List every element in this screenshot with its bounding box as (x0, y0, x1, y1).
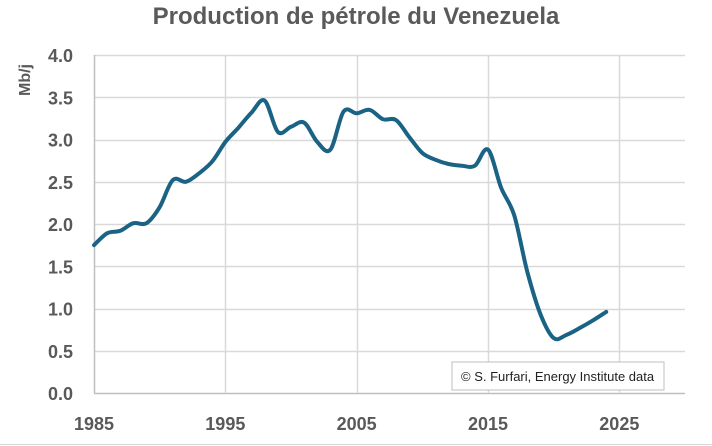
annotation-box (451, 361, 665, 391)
x-tick-label: 2015 (468, 414, 508, 434)
y-tick-label: 0.0 (48, 384, 73, 404)
source-annotation: © S. Furfari, Energy Institute data (451, 361, 665, 391)
x-tick-label: 2005 (337, 414, 377, 434)
y-tick-label: 0.5 (48, 342, 73, 362)
annotation-text: © S. Furfari, Energy Institute data (461, 369, 655, 384)
x-axis-ticks: 1985 1995 2005 2015 2025 (74, 414, 639, 434)
gridlines (93, 54, 685, 395)
y-tick-label: 1.5 (48, 257, 73, 277)
series-group (92, 98, 609, 342)
series-line (92, 98, 609, 342)
y-tick-label: 3.0 (48, 131, 73, 151)
x-tick-label: 1995 (205, 414, 245, 434)
y-tick-label: 2.0 (48, 215, 73, 235)
y-tick-label: 3.5 (48, 88, 73, 108)
y-tick-label: 2.5 (48, 173, 73, 193)
x-tick-label: 1985 (74, 414, 114, 434)
y-axis-ticks: 0.0 0.5 1.0 1.5 2.0 2.5 3.0 3.5 4.0 (48, 46, 73, 404)
y-tick-label: 4.0 (48, 46, 73, 66)
chart-title: Production de pétrole du Venezuela (153, 3, 560, 30)
x-tick-label: 2025 (599, 414, 639, 434)
y-axis-label: Mb/j (17, 64, 34, 96)
y-tick-label: 1.0 (48, 300, 73, 320)
